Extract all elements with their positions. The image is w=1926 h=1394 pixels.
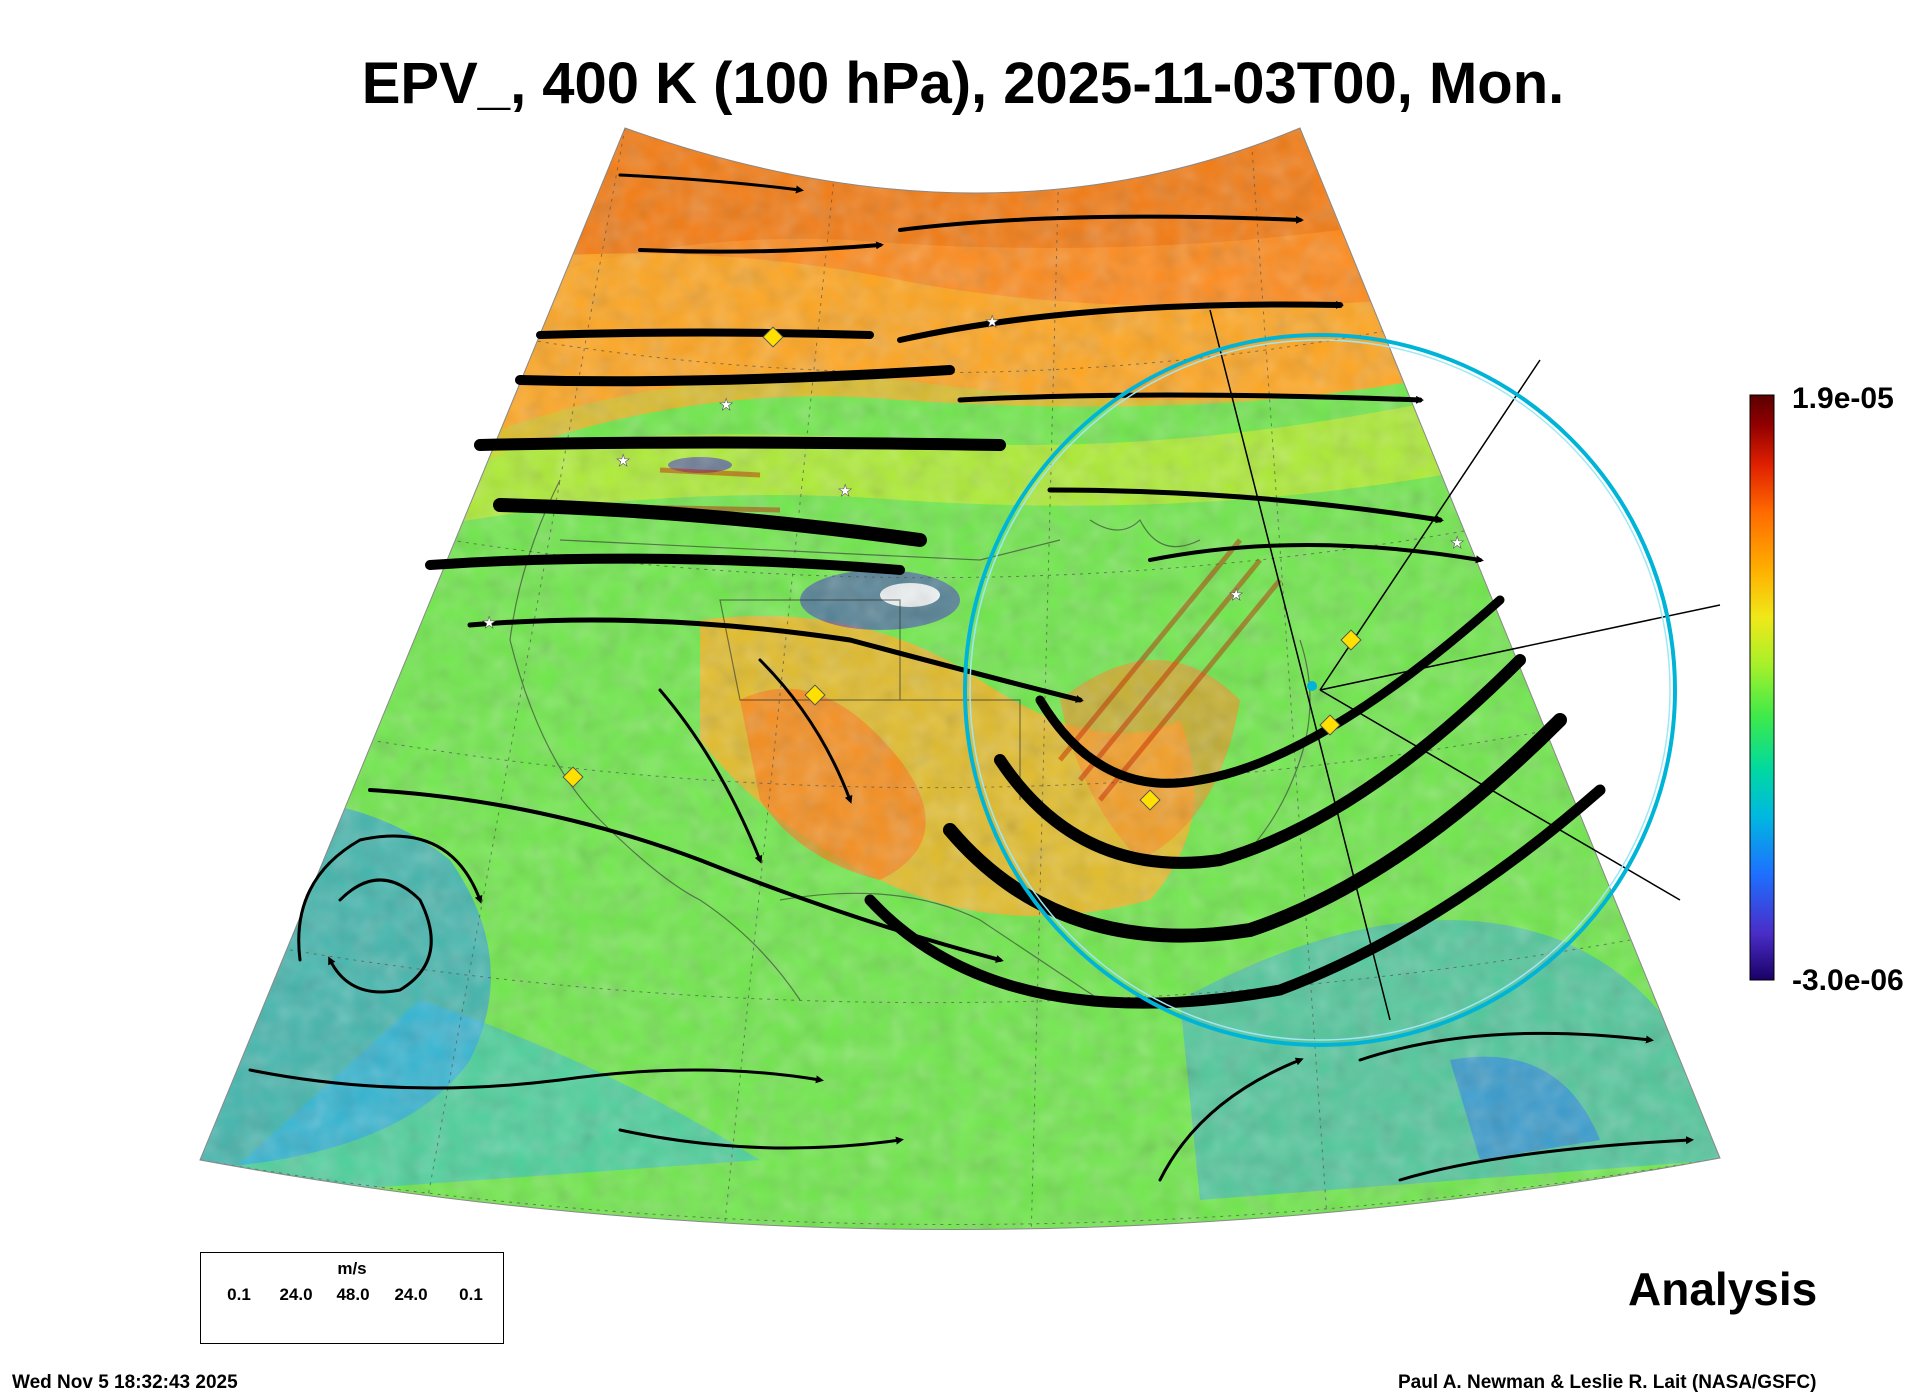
footer-timestamp: Wed Nov 5 18:32:43 2025 <box>12 1372 238 1393</box>
colorbar-min-label: -3.0e-06 <box>1792 964 1904 997</box>
wind-legend: m/s 0.1 24.0 48.0 24.0 0.1 <box>200 1252 504 1344</box>
colorbar <box>1749 394 1775 981</box>
wind-legend-tick: 0.1 <box>459 1285 483 1304</box>
svg-text:★: ★ <box>482 613 496 632</box>
analysis-label: Analysis <box>1628 1263 1818 1315</box>
map-title: EPV_, 400 K (100 hPa), 2025-11-03T00, Mo… <box>361 51 1565 116</box>
wind-legend-unit: m/s <box>337 1259 367 1278</box>
svg-text:★: ★ <box>1229 585 1243 604</box>
svg-text:★: ★ <box>1450 533 1464 552</box>
wind-legend-tick: 24.0 <box>279 1285 313 1304</box>
station-stars: ★ ★ ★ ★ ★ ★ ★ <box>482 312 1465 633</box>
colorbar-max-label: 1.9e-05 <box>1792 382 1894 415</box>
epv-field <box>200 128 1720 1230</box>
footer-credit: Paul A. Newman & Leslie R. Lait (NASA/GS… <box>1398 1372 1817 1393</box>
wind-legend-tick: 24.0 <box>394 1285 428 1304</box>
svg-text:★: ★ <box>838 481 852 500</box>
svg-text:★: ★ <box>985 312 999 331</box>
svg-text:★: ★ <box>616 451 630 470</box>
range-ring <box>963 333 1677 1047</box>
wind-legend-tick: 48.0 <box>336 1285 370 1304</box>
cross-section <box>963 309 1721 1047</box>
wind-legend-tick: 0.1 <box>227 1285 251 1304</box>
svg-text:★: ★ <box>719 395 733 414</box>
station-diamonds <box>562 326 1362 811</box>
